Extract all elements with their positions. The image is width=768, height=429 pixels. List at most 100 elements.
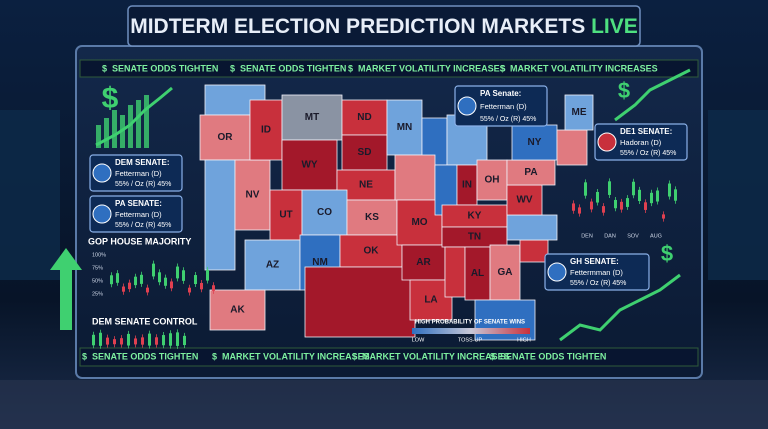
card-odds: 55% / Oz (R) 45%	[620, 150, 676, 157]
candle	[206, 269, 209, 281]
candle	[170, 281, 173, 289]
candle	[644, 202, 647, 210]
candle	[127, 333, 130, 346]
candle	[632, 181, 635, 196]
ticker-separator: $	[102, 63, 107, 73]
bar-icon	[104, 118, 109, 148]
map-state	[269, 189, 303, 241]
state-label: OK	[364, 246, 380, 257]
candle	[578, 207, 581, 214]
senate-title: DEM SENATE CONTROL	[92, 316, 198, 326]
legend-bar	[412, 328, 530, 334]
candle	[155, 337, 158, 345]
map-state	[489, 244, 521, 301]
card-heading: PA SENATE:	[115, 199, 162, 208]
state-label: AK	[230, 305, 245, 316]
bar-icon	[112, 110, 117, 148]
state-label: WY	[301, 160, 317, 171]
axis-label: 50%	[92, 278, 103, 284]
candle	[134, 276, 137, 286]
floor-reflection	[0, 380, 768, 429]
legend-label: HIGH	[517, 337, 531, 343]
cards: DEM SENATE: Fetterman (D) 55% / Oz (R) 45%…	[89, 85, 688, 291]
ticker-top	[79, 59, 699, 78]
candle	[596, 191, 599, 203]
ticker-separator: $	[348, 63, 353, 73]
map-state	[396, 199, 443, 246]
candle	[656, 190, 659, 202]
tickers: SENATE ODDS TIGHTEN$ SENATE ODDS TIGHTEN$…	[82, 63, 658, 361]
bar-icon	[144, 95, 149, 148]
candle	[176, 266, 179, 279]
bar-icon	[96, 125, 101, 148]
axis-label: 100%	[92, 252, 106, 258]
card-odds: 55% / Oz (R) 45%	[115, 181, 171, 188]
candle	[146, 287, 149, 293]
state-label: WV	[516, 195, 532, 206]
ticker-item: SENATE ODDS TIGHTEN	[240, 63, 346, 73]
candle	[152, 263, 155, 277]
title-text: MIDTERM ELECTION PREDICTION MARKETS	[130, 15, 585, 38]
map-state	[506, 159, 556, 186]
card-odds: 55% / Oz (R) 45%	[480, 116, 536, 123]
house-title: GOP HOUSE MAJORITY	[88, 236, 191, 246]
candle	[148, 333, 151, 346]
state-label: KY	[468, 211, 482, 222]
avatar	[92, 204, 112, 224]
candle	[182, 270, 185, 281]
trend-arrow	[559, 273, 681, 342]
candidate-card	[454, 85, 548, 127]
candle	[141, 337, 144, 345]
axis-label: DEN	[581, 233, 593, 239]
ticker-separator: $	[352, 351, 357, 361]
map-state	[506, 184, 543, 216]
map-state	[476, 159, 508, 201]
state-label: NY	[528, 137, 542, 148]
map-state	[244, 239, 301, 291]
state-label: NE	[359, 180, 373, 191]
map-state	[341, 134, 388, 171]
bar-icon	[136, 100, 141, 148]
candle	[650, 192, 653, 204]
state-label: ID	[261, 125, 271, 136]
candle	[110, 275, 113, 285]
candle	[106, 337, 109, 345]
state-label: OH	[485, 175, 500, 186]
ticker-item: MARKET VOLATILITY INCREASES	[510, 63, 658, 73]
ticker-separator: $	[82, 351, 87, 361]
candle	[584, 182, 587, 196]
card-odds: 55% / Oz (R) 45%	[115, 222, 171, 229]
side-monitor	[708, 110, 768, 280]
candle	[608, 181, 611, 195]
side-monitor	[0, 110, 60, 280]
trend-arrow	[614, 68, 691, 122]
candle	[200, 282, 203, 290]
map-state	[234, 159, 271, 231]
candle	[194, 275, 197, 285]
map-state	[394, 154, 436, 201]
bar-icon	[128, 105, 133, 148]
ticker-bottom	[79, 347, 699, 367]
axis-label: AUG	[650, 233, 662, 239]
ticker-item: SENATE ODDS TIGHTEN	[500, 351, 606, 361]
candle	[176, 332, 179, 346]
map-state	[564, 94, 594, 131]
dollar-icon: $	[618, 78, 630, 103]
card-candidate: Hadoran (D)	[620, 138, 662, 147]
candle	[164, 277, 167, 286]
card-heading: PA Senate:	[480, 89, 521, 98]
state-label: PA	[524, 167, 537, 178]
axis-label: 75%	[92, 265, 103, 271]
candle	[638, 189, 641, 202]
map-state	[519, 239, 549, 263]
candle	[169, 333, 172, 346]
state-label: ME	[572, 107, 587, 118]
candle	[602, 206, 605, 213]
state-label: OR	[218, 132, 234, 143]
map-state	[341, 99, 388, 136]
map-state	[204, 159, 236, 271]
ticker-separator: $	[490, 351, 495, 361]
candidate-card	[89, 195, 183, 233]
state-label: UT	[279, 210, 292, 221]
decor	[50, 68, 691, 349]
